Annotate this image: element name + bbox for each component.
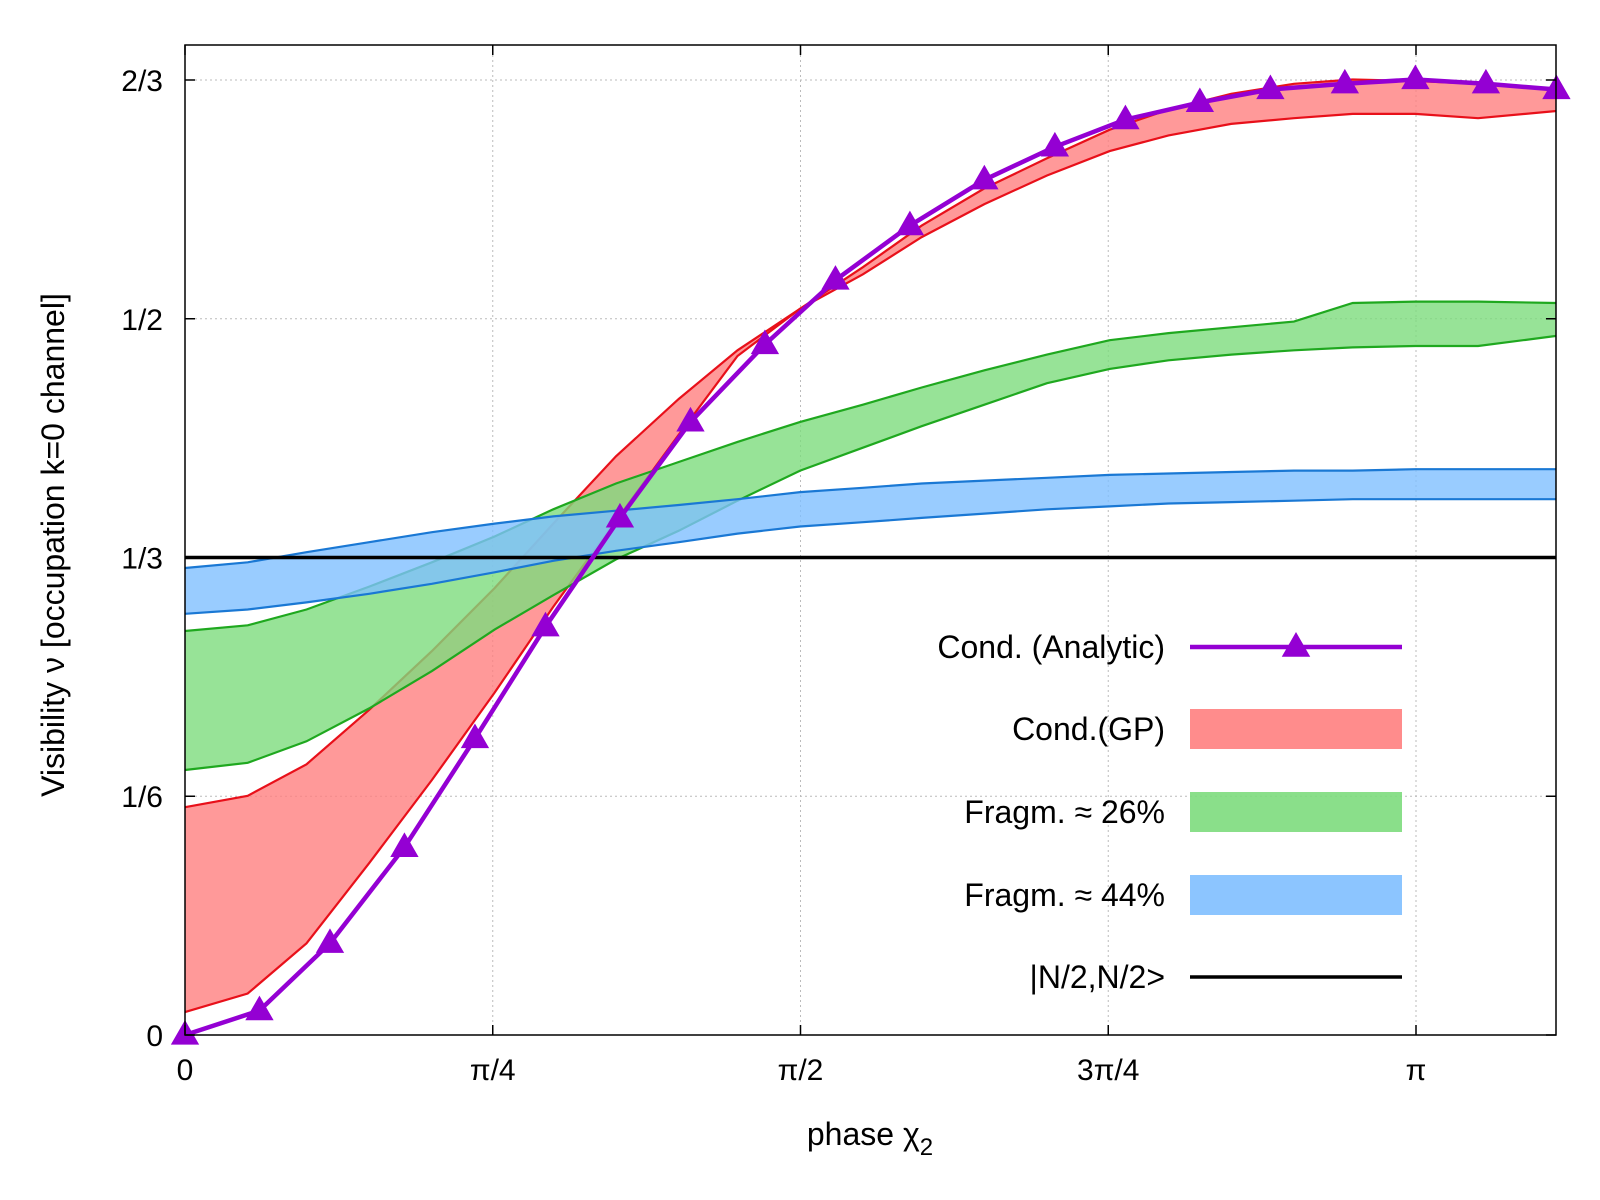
legend-swatch-cond-gp: [1190, 709, 1402, 749]
y-tick-label: 1/6: [121, 781, 163, 814]
y-tick-label: 0: [146, 1020, 163, 1053]
series-line-analytic: [184, 77, 1557, 1038]
legend-label-analytic: Cond. (Analytic): [937, 629, 1165, 665]
x-tick-label: 3π/4: [1077, 1054, 1139, 1087]
band-fragm-26: [185, 301, 1557, 770]
bands: [184, 78, 1557, 1014]
analytic-point: [821, 265, 850, 290]
x-axis-title-subscript: 2: [920, 1134, 933, 1161]
band-cond-gp: [185, 79, 1557, 1013]
analytic-point: [245, 995, 274, 1021]
x-tick-label: π: [1406, 1054, 1427, 1087]
analytic-point: [895, 210, 925, 236]
x-tick-label: π/2: [778, 1054, 824, 1087]
legend-marker-analytic: [1281, 632, 1311, 657]
analytic-point: [1471, 68, 1501, 94]
analytic-point: [676, 406, 705, 432]
analytic-point: [1256, 74, 1285, 100]
analytic-point: [460, 723, 490, 749]
ticks: 0 π/4 π/2 3π/4 π 0 1/6 1/3 1/2 2/3: [121, 45, 1556, 1087]
legend-label-fragm-26: Fragm. ≈ 26%: [964, 794, 1165, 830]
y-tick-label: 1/2: [121, 304, 163, 337]
x-tick-label: 0: [177, 1054, 194, 1087]
analytic-point: [1040, 131, 1070, 157]
y-axis-title: Visibility ν [occupation k=0 channel]: [35, 293, 71, 797]
analytic-point: [605, 502, 635, 528]
legend-swatch-fragm-26: [1190, 792, 1402, 832]
band-lower-edge-fragm-26: [184, 334, 1557, 772]
band-lower-edge-fragm-44: [184, 498, 1557, 615]
legend-label-cond-gp: Cond.(GP): [1012, 711, 1165, 747]
analytic-point: [1401, 64, 1430, 90]
analytic-point: [970, 164, 999, 190]
analytic-point: [315, 928, 345, 953]
analytic-point: [1330, 68, 1360, 94]
legend-swatch-fragm-44: [1190, 875, 1402, 915]
x-axis-title: phase χ2: [807, 1116, 933, 1161]
analytic-point: [531, 611, 560, 637]
band-lower-edge-cond-gp: [184, 109, 1557, 1014]
analytic-point: [1111, 104, 1140, 130]
legend: Cond. (Analytic) Cond.(GP) Fragm. ≈ 26% Fra…: [937, 629, 1402, 995]
lines: [170, 64, 1571, 1045]
plot-frame: [184, 44, 1557, 1036]
y-tick-label: 2/3: [121, 65, 163, 98]
analytic-point: [390, 832, 419, 857]
analytic-point: [750, 329, 780, 355]
y-tick-label: 1/3: [121, 543, 163, 576]
analytic-point: [1185, 87, 1215, 113]
legend-label-fragm-44: Fragm. ≈ 44%: [964, 877, 1165, 913]
legend-label-n2: |N/2,N/2>: [1030, 959, 1165, 995]
x-tick-label: π/4: [470, 1054, 516, 1087]
band-upper-edge-fragm-44: [184, 468, 1557, 570]
